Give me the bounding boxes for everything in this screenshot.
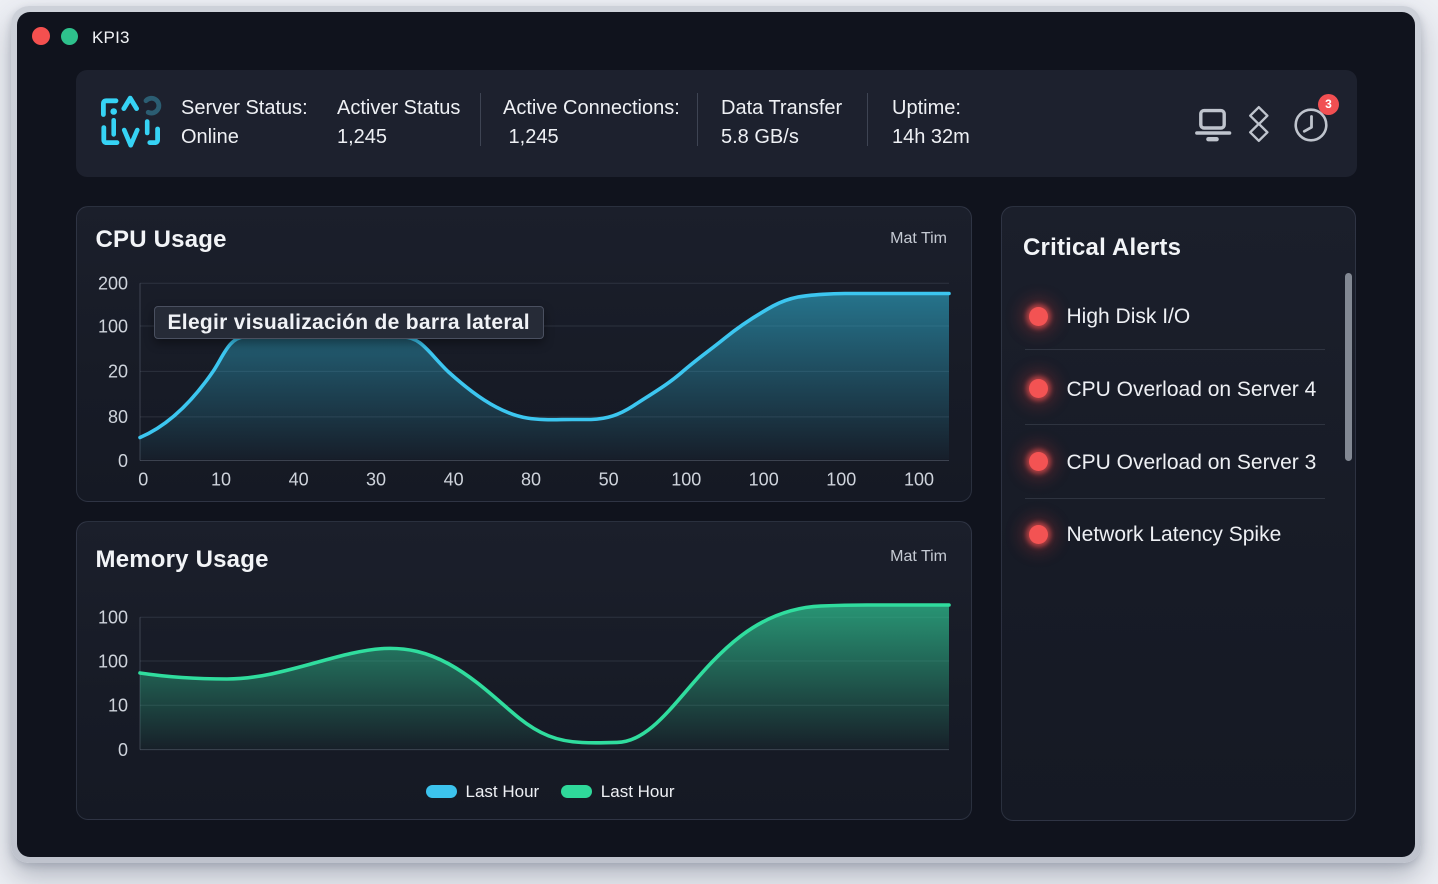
svg-text:100: 100 (904, 469, 934, 489)
svg-text:100: 100 (826, 469, 856, 489)
svg-text:100: 100 (671, 469, 701, 489)
svg-text:40: 40 (444, 469, 464, 489)
svg-text:80: 80 (521, 469, 541, 489)
svg-text:100: 100 (98, 608, 128, 628)
svg-text:100: 100 (749, 469, 779, 489)
svg-text:0: 0 (118, 740, 128, 760)
svg-text:0: 0 (138, 469, 148, 489)
svg-text:100: 100 (98, 651, 128, 671)
svg-text:200: 200 (98, 273, 128, 293)
svg-text:40: 40 (289, 469, 309, 489)
svg-text:10: 10 (211, 469, 231, 489)
svg-text:50: 50 (599, 469, 619, 489)
svg-text:10: 10 (108, 696, 128, 716)
svg-text:100: 100 (98, 316, 128, 336)
svg-text:20: 20 (108, 361, 128, 381)
svg-text:0: 0 (118, 450, 128, 470)
svg-text:80: 80 (108, 407, 128, 427)
svg-text:30: 30 (366, 469, 386, 489)
